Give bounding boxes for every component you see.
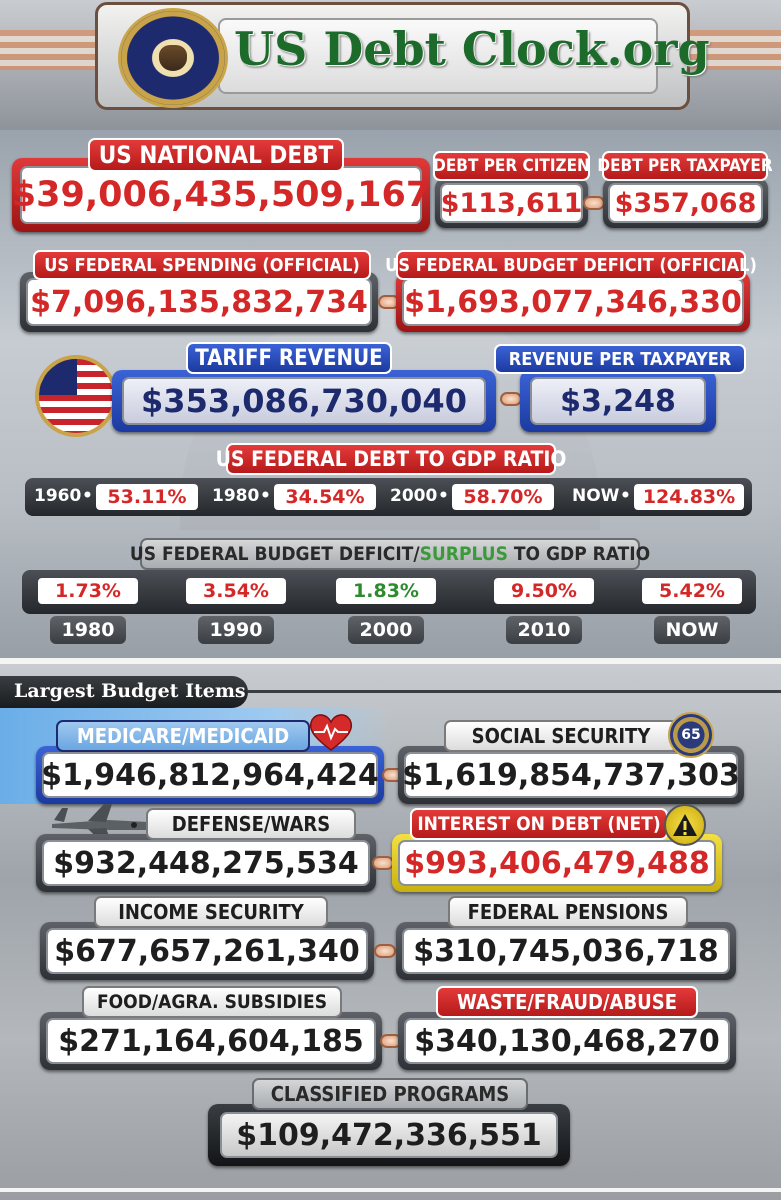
waste-fraud-label: WASTE/FRAUD/ABUSE <box>436 986 698 1018</box>
debt-to-gdp-label: US FEDERAL DEBT TO GDP RATIO <box>216 443 566 475</box>
link-connector-icon <box>583 196 605 210</box>
gdp-ratio-2000: 58.70% <box>452 484 554 510</box>
federal-pensions-value: $310,745,036,718 <box>402 928 730 974</box>
deficit-ratio-2000: 1.83% <box>336 578 436 604</box>
social-security-label: SOCIAL SECURITY <box>444 720 678 752</box>
budget-section-title: Largest Budget Items <box>14 680 246 702</box>
interest-value: $993,406,479,488 <box>398 840 716 886</box>
budget-deficit-label: US FEDERAL BUDGET DEFICIT (OFFICIAL) <box>385 250 757 280</box>
header-banner: US Debt Clock.org <box>0 0 781 130</box>
deficit-ratio-now: 5.42% <box>642 578 742 604</box>
tariff-revenue-value: $353,086,730,040 <box>122 377 486 425</box>
debt-per-taxpayer-label: DEBT PER TAXPAYER <box>597 151 773 181</box>
national-debt-value: $39,006,435,509,167 <box>12 166 430 224</box>
debt-per-citizen-value: $113,611 <box>440 183 583 223</box>
food-agra-label: FOOD/AGRA. SUBSIDIES <box>82 986 342 1018</box>
deficit-label-part1: US FEDERAL BUDGET DEFICIT/ <box>129 543 420 565</box>
site-title[interactable]: US Debt Clock.org <box>234 22 710 76</box>
gdp-year-1960: 1960 <box>34 486 82 506</box>
revenue-per-taxpayer-label: REVENUE PER TAXPAYER <box>494 344 746 374</box>
header-inner <box>218 18 658 94</box>
link-connector-icon <box>372 856 394 870</box>
federal-spending-label: US FEDERAL SPENDING (OFFICIAL) <box>33 250 371 280</box>
budget-section-rule <box>248 690 781 693</box>
classified-label: CLASSIFIED PROGRAMS <box>252 1078 528 1110</box>
deficit-year-1990: 1990 <box>198 616 274 644</box>
gdp-ratio-1980: 34.54% <box>274 484 376 510</box>
national-debt-label: US NATIONAL DEBT <box>88 138 344 172</box>
deficit-to-gdp-label: US FEDERAL BUDGET DEFICIT/ SURPLUS TO GD… <box>130 538 650 570</box>
deficit-label-part3: TO GDP RATIO <box>507 543 651 565</box>
debt-per-taxpayer-value: $357,068 <box>608 183 763 223</box>
us-flag-icon <box>35 355 117 437</box>
revenue-per-taxpayer-value: $3,248 <box>530 377 706 425</box>
section-divider <box>0 658 781 664</box>
warning-icon <box>664 804 706 846</box>
income-security-value: $677,657,261,340 <box>46 928 368 974</box>
deficit-ratio-1980: 1.73% <box>38 578 138 604</box>
deficit-ratio-1990: 3.54% <box>186 578 286 604</box>
federal-spending-value: $7,096,135,832,734 <box>26 278 372 326</box>
tariff-revenue-label: TARIFF REVENUE <box>186 342 392 374</box>
gdp-ratio-1960: 53.11% <box>96 484 198 510</box>
defense-label: DEFENSE/WARS <box>146 808 356 840</box>
budget-deficit-value: $1,693,077,346,330 <box>402 278 744 326</box>
deficit-label-surplus: SURPLUS <box>419 543 508 565</box>
deficit-year-2010: 2010 <box>506 616 582 644</box>
gdp-year-now: NOW <box>572 486 620 506</box>
link-connector-icon <box>500 392 522 406</box>
federal-pensions-label: FEDERAL PENSIONS <box>448 896 688 928</box>
link-connector-icon <box>374 944 396 958</box>
interest-label: INTEREST ON DEBT (NET) <box>410 808 668 840</box>
medicare-value: $1,946,812,964,424 <box>41 752 379 798</box>
waste-fraud-value: $340,130,468,270 <box>404 1018 730 1064</box>
medicare-label: MEDICARE/MEDICAID <box>56 720 310 752</box>
budget-section-title-bar <box>0 676 248 708</box>
debt-per-citizen-label: DEBT PER CITIZEN <box>433 151 590 181</box>
eagle-icon <box>159 45 187 71</box>
heart-icon <box>308 712 354 752</box>
age-65-badge-icon: 65 <box>668 712 714 758</box>
deficit-year-2000: 2000 <box>348 616 424 644</box>
deficit-year-now: NOW <box>654 616 730 644</box>
social-security-value: $1,619,854,737,303 <box>402 752 740 798</box>
age-65-badge-text: 65 <box>681 727 701 743</box>
deficit-year-1980: 1980 <box>50 616 126 644</box>
bottom-divider <box>0 1188 781 1192</box>
gdp-year-1980: 1980 <box>212 486 260 506</box>
gdp-ratio-now: 124.83% <box>634 484 744 510</box>
deficit-ratio-2010: 9.50% <box>494 578 594 604</box>
income-security-label: INCOME SECURITY <box>94 896 328 928</box>
gdp-year-2000: 2000 <box>390 486 438 506</box>
defense-value: $932,448,275,534 <box>42 840 370 886</box>
seal-logo <box>118 8 228 108</box>
food-agra-value: $271,164,604,185 <box>46 1018 376 1064</box>
classified-value: $109,472,336,551 <box>220 1112 558 1158</box>
